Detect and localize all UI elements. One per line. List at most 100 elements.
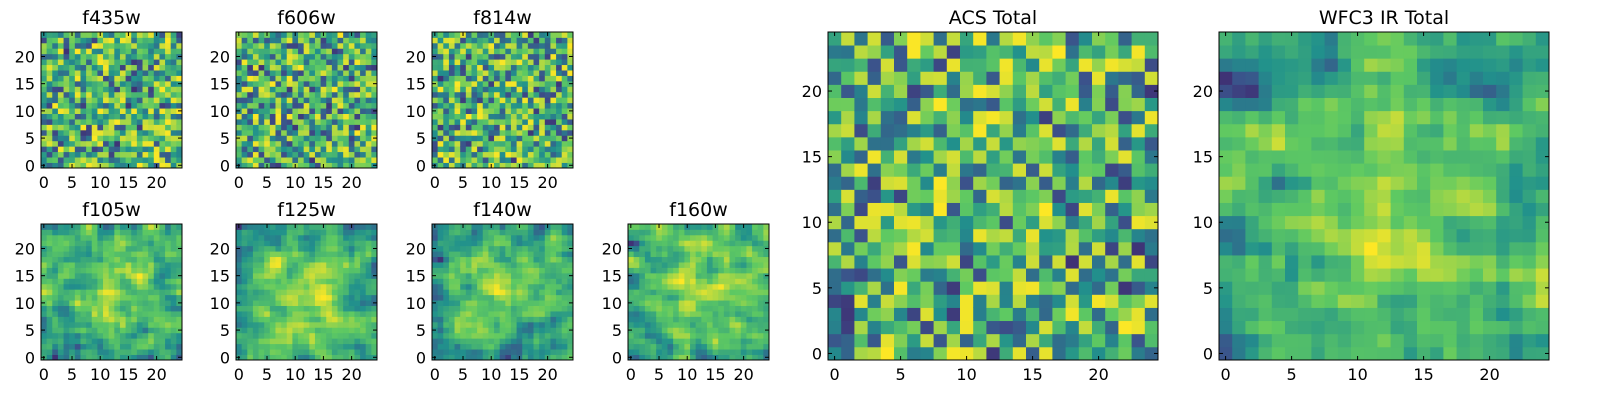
heatmap-cell — [320, 300, 327, 306]
heatmap-cell — [678, 272, 685, 279]
heatmap-cell — [533, 135, 540, 142]
heatmap-cell — [907, 346, 921, 361]
heatmap-cell — [281, 32, 288, 38]
heatmap-cell — [752, 256, 759, 263]
heatmap-cell — [264, 53, 271, 60]
heatmap-cell — [673, 256, 680, 263]
heatmap-cell — [505, 316, 512, 323]
heatmap-cell — [505, 102, 512, 109]
heatmap-cell — [320, 267, 327, 274]
heatmap-cell — [505, 321, 512, 328]
heatmap-cell — [499, 151, 506, 158]
heatmap-cell — [298, 75, 305, 82]
heatmap-cell — [275, 349, 282, 355]
heatmap-cell — [880, 110, 895, 125]
heatmap-cell — [108, 278, 115, 285]
heatmap-cell — [309, 234, 316, 241]
heatmap-cell — [533, 64, 540, 71]
heatmap-cell — [281, 354, 288, 361]
heatmap-cell — [264, 42, 271, 49]
heatmap-cell — [516, 42, 523, 49]
heatmap-cell — [131, 354, 138, 361]
heatmap-cell — [91, 119, 98, 125]
heatmap-cell — [125, 124, 132, 131]
heatmap-cell — [639, 354, 646, 361]
heatmap-cell — [533, 343, 540, 350]
heatmap-cell — [516, 108, 523, 114]
heatmap-cell — [695, 234, 702, 241]
heatmap-cell — [443, 157, 450, 163]
heatmap-cell — [735, 251, 742, 258]
heatmap-cell — [63, 42, 70, 49]
heatmap-cell — [678, 283, 685, 290]
heatmap-cell — [125, 70, 132, 76]
heatmap-cell — [165, 124, 172, 131]
heatmap-cell — [723, 343, 730, 350]
heatmap-cell — [286, 157, 293, 163]
heatmap-cell — [74, 272, 81, 279]
heatmap-cell — [465, 119, 472, 125]
heatmap-cell — [314, 262, 321, 268]
heatmap-cell — [63, 151, 70, 158]
heatmap-cell — [320, 91, 327, 98]
heatmap-cell — [153, 278, 160, 285]
panel-title: f125w — [277, 199, 336, 221]
heatmap-cell — [678, 343, 685, 350]
heatmap-cell — [343, 338, 350, 345]
heatmap-cell — [527, 229, 534, 236]
heatmap-cell — [125, 59, 132, 66]
heatmap-cell — [91, 300, 98, 306]
heatmap-cell — [894, 136, 908, 151]
heatmap-cell — [454, 86, 461, 93]
heatmap-cell — [331, 338, 338, 345]
heatmap-cell — [516, 64, 523, 71]
heatmap-cell — [354, 300, 361, 306]
heatmap-cell — [510, 267, 517, 274]
heatmap-cell — [252, 354, 259, 361]
heatmap-cell — [639, 321, 646, 328]
heatmap-cell — [706, 289, 713, 296]
heatmap-cell — [326, 305, 333, 312]
heatmap-cell — [119, 229, 126, 236]
heatmap-cell — [828, 58, 842, 72]
heatmap-cell — [264, 283, 271, 290]
heatmap-cell — [729, 278, 736, 285]
heatmap-cell — [269, 119, 276, 125]
heatmap-cell — [650, 300, 657, 306]
heatmap-cell — [275, 311, 282, 317]
heatmap-cell — [539, 343, 546, 350]
heatmap-cell — [443, 321, 450, 328]
heatmap-cell — [63, 278, 70, 285]
heatmap-cell — [371, 129, 378, 136]
heatmap-cell — [131, 151, 138, 158]
heatmap-cell — [114, 267, 121, 274]
y-tick-label: 20 — [15, 239, 35, 258]
heatmap-cell — [236, 332, 243, 339]
heatmap-cell — [471, 37, 478, 44]
heatmap-cell — [556, 267, 563, 274]
heatmap-cell — [690, 300, 697, 306]
heatmap-cell — [527, 354, 534, 361]
heatmap-cell — [247, 289, 254, 296]
heatmap-cell — [1012, 189, 1027, 203]
heatmap-cell — [365, 327, 372, 334]
heatmap-cell — [46, 37, 53, 44]
heatmap-cell — [131, 86, 138, 93]
heatmap-cell — [46, 251, 53, 258]
heatmap-cell — [701, 321, 708, 328]
heatmap-cell — [337, 129, 344, 136]
heatmap-cell — [354, 224, 361, 230]
heatmap-cell — [482, 316, 489, 323]
heatmap-cell — [63, 162, 70, 169]
heatmap-cell — [723, 332, 730, 339]
heatmap-cell — [343, 162, 350, 169]
heatmap-cell — [477, 151, 484, 158]
heatmap-cell — [510, 305, 517, 312]
heatmap-cell — [264, 256, 271, 263]
heatmap-cell — [460, 349, 467, 355]
heatmap-cell — [488, 91, 495, 98]
heatmap-cell — [314, 64, 321, 71]
heatmap-cell — [46, 332, 53, 339]
heatmap-cell — [46, 343, 53, 350]
